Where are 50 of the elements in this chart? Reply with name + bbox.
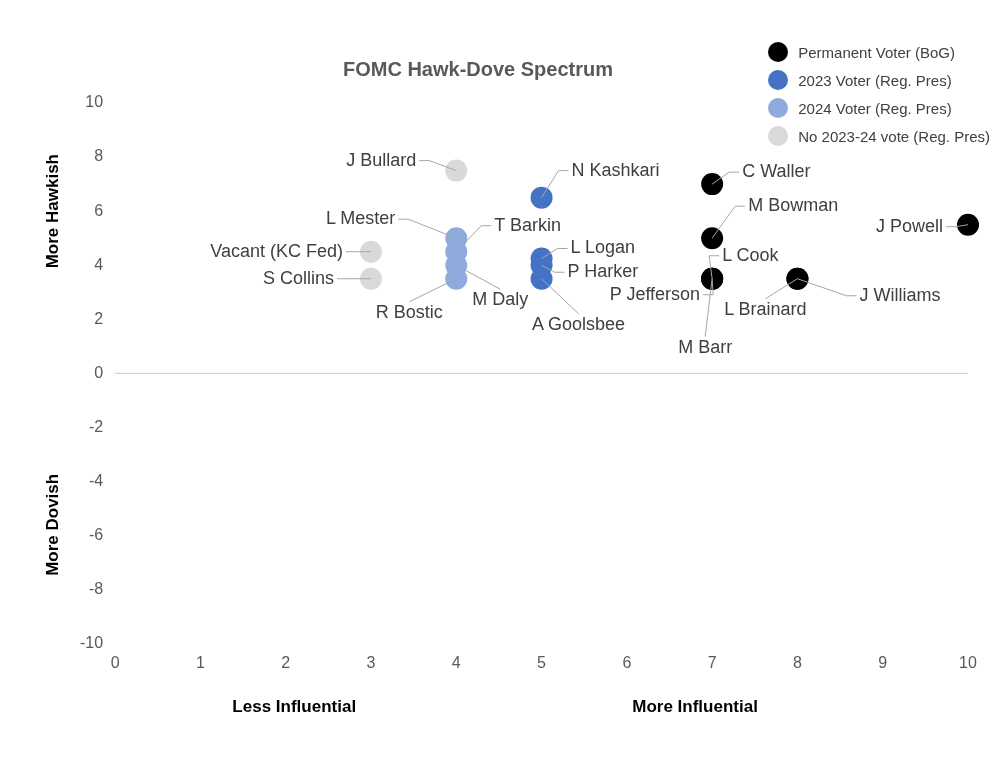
- y-tick-label: 2: [94, 309, 104, 327]
- annotation: L Mester: [325, 208, 396, 229]
- annotation: R Bostic: [375, 301, 443, 322]
- x-tick-label: 1: [195, 653, 205, 671]
- annotation: J Bullard: [346, 149, 417, 170]
- text: Less Influential: [232, 697, 357, 717]
- legend-label: 2024 Voter (Reg. Pres): [798, 99, 952, 117]
- annotation: P Jefferson: [609, 283, 701, 304]
- annotation: J Powell: [875, 215, 943, 236]
- annotation: N Kashkari: [571, 159, 660, 180]
- y-tick-label: 10: [85, 93, 104, 111]
- text: More Dovish: [42, 473, 62, 576]
- x-tick-label: 6: [622, 653, 632, 671]
- x-tick-label: 7: [707, 653, 717, 671]
- annotation: P Harker: [567, 261, 639, 282]
- annotation: S Collins: [262, 267, 334, 288]
- y-tick-label: -6: [88, 526, 104, 544]
- y-tick-label: 4: [94, 255, 104, 273]
- chart-title: FOMC Hawk-Dove Spectrum: [342, 57, 614, 80]
- legend-label: No 2023-24 vote (Reg. Pres): [798, 127, 990, 145]
- annotation: L Logan: [570, 237, 635, 258]
- x-tick-label: 10: [959, 653, 977, 671]
- y-tick-label: -10: [80, 634, 104, 652]
- annotation: M Bowman: [748, 195, 839, 216]
- legend-label: Permanent Voter (BoG): [798, 43, 955, 61]
- x-tick-label: 9: [878, 653, 888, 671]
- annotation: J Williams: [859, 284, 941, 305]
- annotation: Vacant (KC Fed): [210, 240, 343, 261]
- y-tick-label: 0: [94, 363, 104, 381]
- annotation: A Goolsbee: [532, 313, 626, 334]
- text: More Hawkish: [42, 154, 62, 269]
- y-tick-label: 6: [94, 201, 104, 219]
- x-tick-label: 0: [110, 653, 120, 671]
- y-tick-label: -4: [88, 471, 104, 489]
- x-tick-label: 5: [537, 653, 547, 671]
- annotation: M Daly: [472, 289, 529, 310]
- y-tick-label: -2: [88, 417, 104, 435]
- annotation: L Brainard: [724, 298, 807, 319]
- x-tick-label: 2: [281, 653, 291, 671]
- annotation: M Barr: [678, 336, 733, 357]
- text: More Influential: [632, 697, 758, 717]
- annotation: T Barkin: [494, 214, 561, 235]
- x-tick-label: 8: [792, 653, 802, 671]
- annotation: L Cook: [722, 244, 780, 265]
- y-tick-label: -8: [88, 580, 104, 598]
- legend-label: 2023 Voter (Reg. Pres): [798, 71, 952, 89]
- y-tick-label: 8: [94, 147, 104, 165]
- x-tick-label: 4: [451, 653, 461, 671]
- annotation: C Waller: [742, 161, 811, 182]
- x-tick-label: 3: [366, 653, 376, 671]
